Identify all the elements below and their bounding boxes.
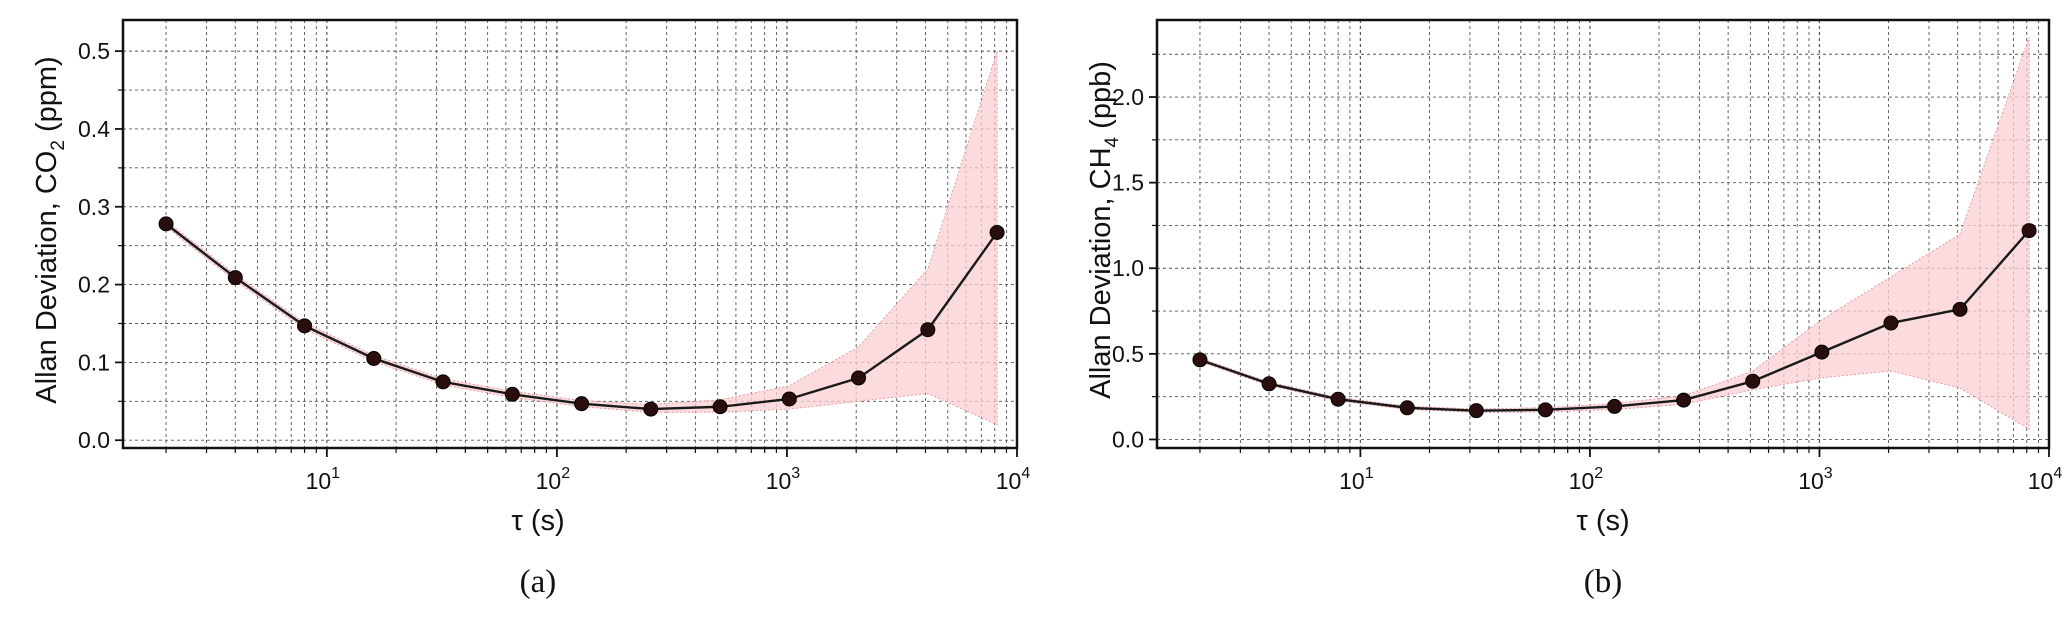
y-axis-label: Allan Deviation, CH4 (ppb) [1085, 61, 1123, 399]
confidence-band-area [165, 51, 998, 426]
data-point [920, 322, 936, 338]
series-polyline [1199, 229, 2031, 412]
x-axis-label: τ (s) [511, 505, 564, 537]
y-axis-label: Allan Deviation, CO2 (ppm) [31, 56, 69, 403]
data-point [366, 351, 382, 367]
x-tick-label: 104 [996, 465, 1031, 494]
data-point [435, 374, 451, 390]
data-point [227, 270, 243, 286]
data-point [1399, 400, 1415, 416]
y-tick-label: 0.0 [1112, 426, 1144, 452]
data-point [1814, 344, 1830, 360]
plot-border [1155, 18, 2051, 450]
data-point [781, 391, 797, 407]
data-point [1745, 373, 1761, 389]
y-tick-labels: 0.0 0.1 0.2 0.3 0.4 0.5 [78, 38, 110, 453]
y-tick-label: 0.5 [78, 38, 110, 64]
x-tick-label: 102 [1569, 465, 1604, 494]
data-point [851, 370, 867, 386]
x-tick-label: 101 [1339, 465, 1374, 494]
y-tick-label: 1.0 [1112, 255, 1144, 281]
data-point [1883, 315, 1899, 331]
data-point [1330, 391, 1346, 407]
confidence-band [165, 51, 998, 426]
y-tick-label: 0.3 [78, 194, 110, 220]
plot-border [121, 18, 1019, 450]
x-tick-label: 103 [1798, 465, 1833, 494]
data-point [1192, 352, 1208, 368]
grid-lines [1157, 20, 2050, 448]
data-point [1468, 403, 1484, 419]
data-point [1952, 301, 1968, 317]
caption-b: (b) [1584, 564, 1622, 600]
data-point [712, 399, 728, 415]
data-point [297, 318, 313, 334]
x-axis-label: τ (s) [1576, 505, 1629, 537]
x-tick-labels: 101 102 103 104 [1339, 465, 2062, 494]
data-point [989, 224, 1005, 240]
y-tick-label: 1.5 [1112, 170, 1144, 196]
plot-frame [115, 18, 1019, 457]
data-point [1607, 398, 1623, 414]
data-point [574, 396, 590, 412]
data-points [1192, 223, 2037, 419]
data-point [1537, 402, 1553, 418]
y-tick-label: 0.5 [1112, 341, 1144, 367]
data-point [504, 386, 520, 402]
y-tick-label: 0.2 [78, 272, 110, 298]
x-tick-label: 103 [766, 465, 801, 494]
data-points [158, 216, 1005, 417]
y-tick-label: 0.4 [78, 116, 110, 142]
data-point [643, 401, 659, 417]
confidence-band [1199, 36, 2030, 430]
data-point [158, 216, 174, 232]
x-tick-labels: 101 102 103 104 [306, 465, 1031, 494]
x-tick-label: 102 [536, 465, 571, 494]
data-point [2021, 223, 2037, 239]
y-tick-label: 2.0 [1112, 84, 1144, 110]
data-point [1676, 392, 1692, 408]
series-line [1199, 229, 2031, 412]
data-point [1261, 376, 1277, 392]
x-tick-label: 101 [306, 465, 341, 494]
x-tick-label: 104 [2028, 465, 2063, 494]
caption-a: (a) [520, 564, 557, 600]
chart-panel-b: 0.0 0.5 1.0 1.5 2.0 101 102 103 104 τ (s) Allan… [1085, 18, 2062, 600]
plot-frame [1149, 18, 2051, 457]
confidence-band-area [1199, 36, 2030, 430]
chart-panel-a: 0.0 0.1 0.2 0.3 0.4 0.5 101 102 103 104 τ (s) Al… [31, 18, 1031, 600]
y-tick-label: 0.0 [78, 427, 110, 453]
y-tick-labels: 0.0 0.5 1.0 1.5 2.0 [1112, 84, 1144, 452]
y-tick-label: 0.1 [78, 349, 110, 375]
